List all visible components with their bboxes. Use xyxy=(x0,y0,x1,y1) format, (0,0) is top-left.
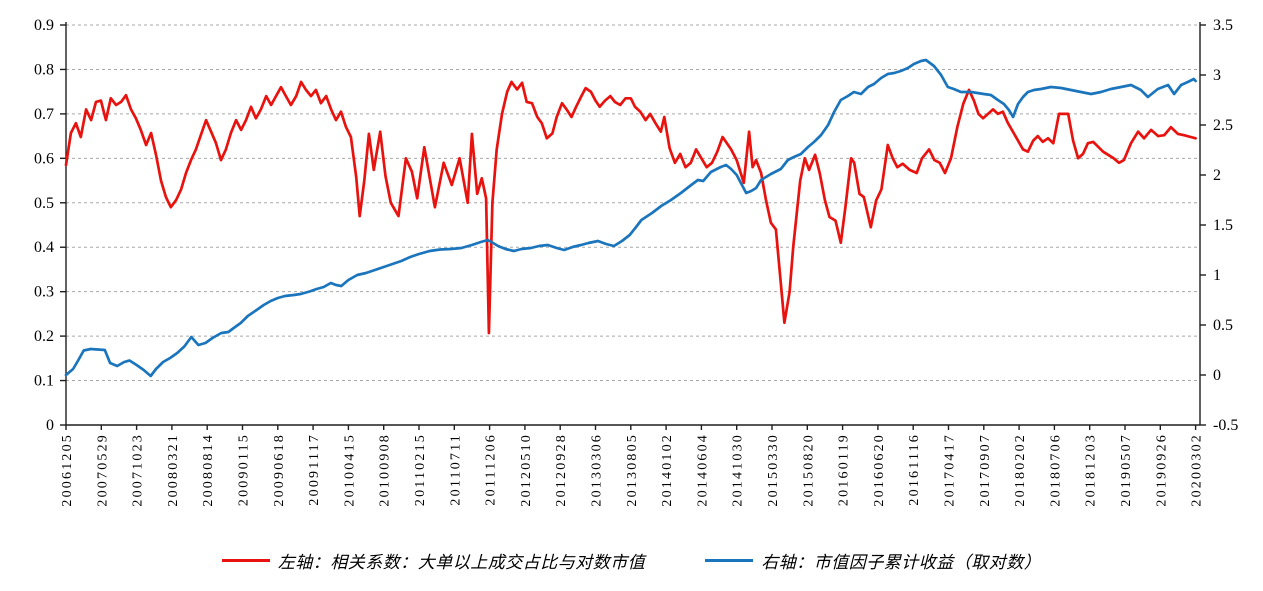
x-axis-label: 20070529 xyxy=(95,433,110,507)
legend-label-red-series: 左轴：相关系数：大单以上成交占比与对数市值 xyxy=(277,553,646,572)
x-axis-label: 20150820 xyxy=(801,433,816,507)
x-axis-label: 20140102 xyxy=(660,433,675,507)
x-axis-label: 20150330 xyxy=(766,433,781,507)
x-axis-label: 20080814 xyxy=(201,433,216,507)
left-axis-tick-label: 0.1 xyxy=(34,373,54,390)
blue-line-swatch xyxy=(705,559,754,562)
x-axis-label: 20100415 xyxy=(342,433,357,507)
right-axis-tick-label: 3 xyxy=(1213,67,1221,84)
left-axis-tick-label: 0 xyxy=(46,417,54,434)
x-axis-label: 20170907 xyxy=(978,433,993,507)
dual-axis-line-chart: 0 0.1 0.2 0.3 0.4 0.5 0.6 0.7 0.8 0.9 -0.5 0 0.5 1 1.5… xyxy=(34,17,1238,507)
x-axis-label: 20110215 xyxy=(413,433,428,506)
x-axis-label: 20110711 xyxy=(448,433,463,506)
left-axis-tick-label: 0.7 xyxy=(34,106,54,123)
right-axis-tick-label: 2.5 xyxy=(1213,117,1233,134)
legend-item-blue-series: 右轴：市值因子累计收益（取对数） xyxy=(705,548,1041,573)
left-axis-tick-label: 0.4 xyxy=(34,239,54,256)
red-line-swatch xyxy=(221,559,270,562)
left-axis-tick-label: 0.2 xyxy=(34,328,54,345)
right-axis-tick-label: 3.5 xyxy=(1213,17,1233,34)
x-axis-label: 20141030 xyxy=(731,433,746,507)
x-axis-label: 20180706 xyxy=(1048,433,1063,507)
x-axis-label: 20071023 xyxy=(131,433,146,507)
x-axis-label: 20190926 xyxy=(1154,433,1169,507)
x-axis-label: 20180202 xyxy=(1013,433,1028,507)
right-axis-tick-label: 2 xyxy=(1213,167,1221,184)
x-axis-label: 20061205 xyxy=(60,433,75,507)
x-axis-label: 20090115 xyxy=(237,433,252,506)
legend-label-blue-series: 右轴：市值因子累计收益（取对数） xyxy=(761,553,1042,572)
x-axis-label: 20080321 xyxy=(166,433,181,507)
x-axis-label: 20170417 xyxy=(943,433,958,507)
left-axis-tick-label: 0.5 xyxy=(34,195,54,212)
x-axis-label: 20120928 xyxy=(554,433,569,507)
x-axis-label: 20161116 xyxy=(907,433,922,506)
left-axis-tick-label: 0.9 xyxy=(34,17,54,34)
right-axis-tick-label: 0 xyxy=(1213,367,1221,384)
x-axis-label: 20130805 xyxy=(625,433,640,507)
right-axis-tick-label: -0.5 xyxy=(1213,417,1238,434)
x-axis-label: 20200302 xyxy=(1190,433,1205,507)
chart-legend: 左轴：相关系数：大单以上成交占比与对数市值 右轴：市值因子累计收益（取对数） xyxy=(0,548,1263,573)
x-axis-label: 20181203 xyxy=(1084,433,1099,507)
right-axis-tick-label: 1 xyxy=(1213,267,1221,284)
x-axis-label: 20120510 xyxy=(519,433,534,507)
right-axis-tick-label: 1.5 xyxy=(1213,217,1233,234)
left-axis-tick-label: 0.3 xyxy=(34,284,54,301)
x-axis-label: 20090618 xyxy=(272,433,287,507)
x-axis-label: 20190507 xyxy=(1119,433,1134,507)
right-axis-tick-label: 0.5 xyxy=(1213,317,1233,334)
x-axis-label: 20160620 xyxy=(872,433,887,507)
x-axis-label: 20160119 xyxy=(837,433,852,506)
left-axis-tick-label: 0.8 xyxy=(34,61,54,78)
x-axis-label: 20140604 xyxy=(695,433,710,507)
x-axis-label: 20091117 xyxy=(307,433,322,506)
legend-item-red-series: 左轴：相关系数：大单以上成交占比与对数市值 xyxy=(221,548,646,573)
blue-series-path xyxy=(64,58,1197,378)
left-axis-tick-label: 0.6 xyxy=(34,150,54,167)
red-series-path xyxy=(64,80,1197,335)
x-axis-label: 20100908 xyxy=(378,433,393,507)
x-axis-label: 20111206 xyxy=(484,433,499,506)
x-axis-label: 20130306 xyxy=(590,433,605,507)
